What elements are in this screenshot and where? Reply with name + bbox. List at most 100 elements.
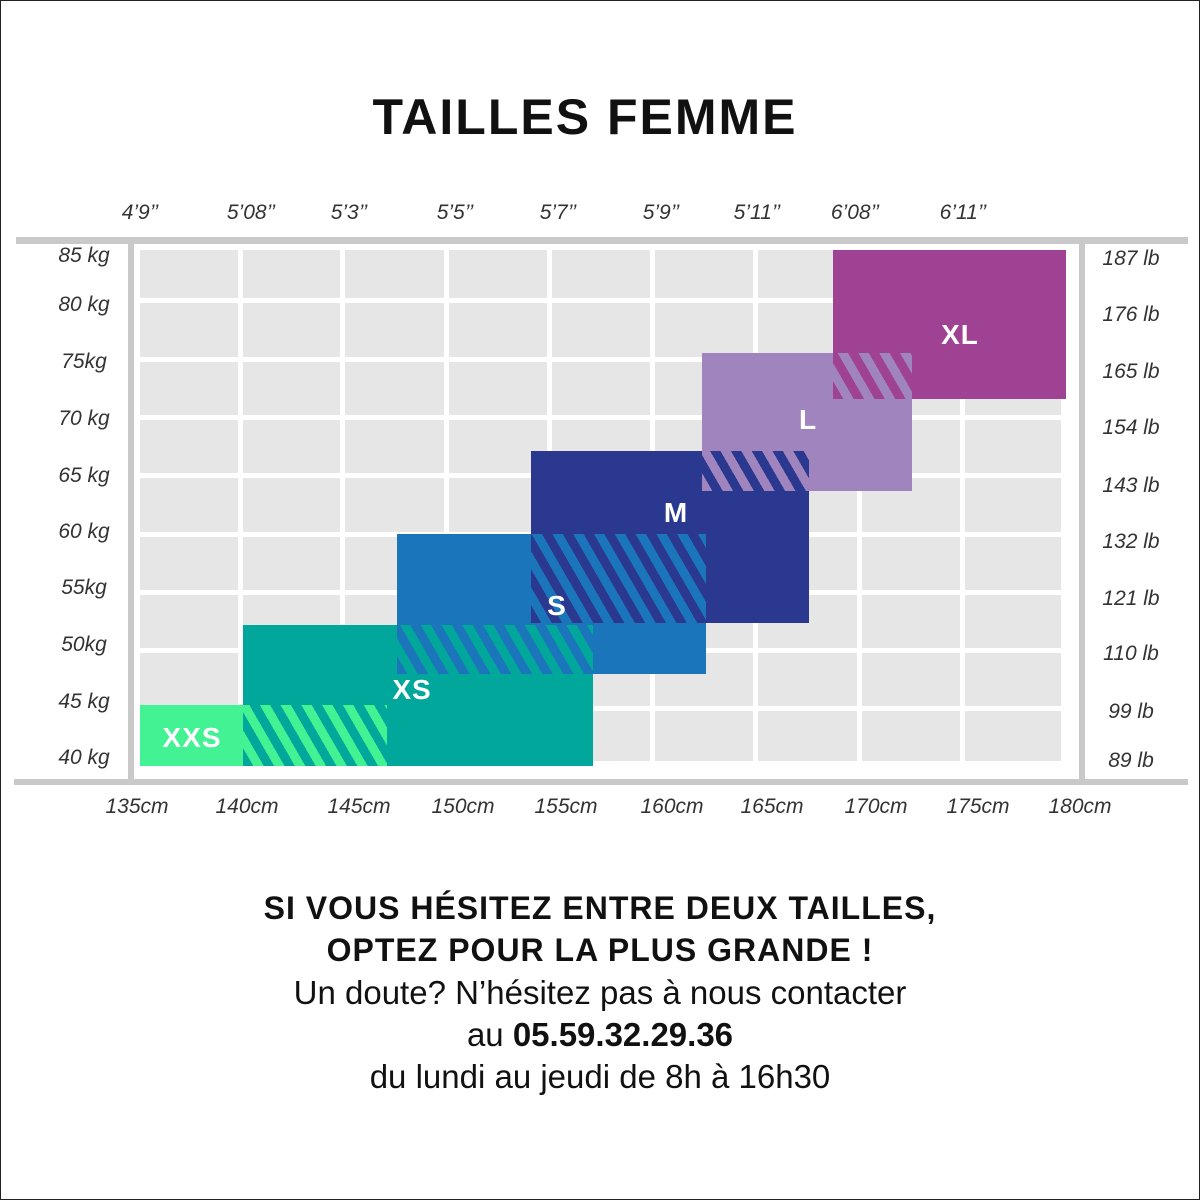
y-tick-right-label: 143 lb <box>1102 474 1160 497</box>
y-tick-right-label: 99 lb <box>1108 700 1154 723</box>
x-tick-top-label: 6’11’’ <box>939 201 987 224</box>
y-tick-left-label: 55kg <box>61 576 107 599</box>
overlap-hatch <box>530 534 706 623</box>
x-tick-bottom-label: 140cm <box>215 795 279 818</box>
y-tick-right-label: 132 lb <box>1102 530 1160 553</box>
grid-cell <box>449 250 547 298</box>
x-tick-bottom-label: 170cm <box>844 795 908 818</box>
y-tick-right-label: 121 lb <box>1102 587 1160 610</box>
y-tick-left-label: 70 kg <box>58 407 110 430</box>
grid-cell <box>243 362 340 415</box>
grid-cell <box>965 537 1061 590</box>
grid-cell <box>345 478 444 532</box>
y-tick-right-label: 176 lb <box>1102 303 1160 326</box>
x-tick-top-label: 5’08’’ <box>226 201 276 224</box>
right-axis-bar <box>1079 244 1085 779</box>
grid-cell <box>140 362 238 415</box>
grid-cell <box>965 653 1061 706</box>
grid-cell <box>965 478 1061 532</box>
grid-cell <box>140 537 238 590</box>
x-tick-bottom-label: 145cm <box>327 795 391 818</box>
left-axis-bar <box>128 244 134 779</box>
grid-cell <box>862 595 960 648</box>
size-label-l: L <box>798 404 818 435</box>
grid-cell <box>345 362 444 415</box>
grid-cell <box>345 250 444 298</box>
grid-cell <box>862 653 960 706</box>
x-tick-top-label: 5’7’’ <box>539 201 577 224</box>
y-tick-left-label: 85 kg <box>58 244 110 267</box>
grid-cell <box>140 653 238 706</box>
top-axis-bar <box>16 237 1188 244</box>
grid-cell <box>655 303 753 357</box>
y-tick-left-label: 65 kg <box>58 464 110 487</box>
x-tick-bottom-label: 175cm <box>946 795 1010 818</box>
size-label-s: S <box>547 590 567 621</box>
grid-cell <box>449 478 547 532</box>
x-tick-top-label: 5’9’’ <box>642 201 680 224</box>
overlap-hatch <box>701 450 809 491</box>
x-tick-bottom-label: 180cm <box>1048 795 1112 818</box>
grid-cell <box>140 595 238 648</box>
phone-prefix: au <box>466 1016 513 1053</box>
y-tick-left-label: 50kg <box>61 633 107 656</box>
size-label-xs: XS <box>392 674 432 705</box>
x-tick-bottom-label: 150cm <box>431 795 495 818</box>
footer-phone-line: au 05.59.32.29.36 <box>0 1016 1200 1054</box>
y-tick-left-label: 60 kg <box>58 520 110 543</box>
size-label-xl: XL <box>941 319 979 350</box>
grid-cell <box>449 362 547 415</box>
grid-cell <box>243 250 340 298</box>
x-tick-bottom-label: 165cm <box>740 795 804 818</box>
grid-cell <box>243 537 340 590</box>
grid-cell <box>243 303 340 357</box>
grid-cell <box>449 303 547 357</box>
overlap-hatch <box>397 624 593 675</box>
x-tick-top-label: 4’9’’ <box>121 201 159 224</box>
grid-cell <box>862 711 960 761</box>
size-label-xxs: XXS <box>162 722 222 753</box>
y-tick-left-label: 40 kg <box>58 746 110 769</box>
grid-cell <box>449 420 547 473</box>
phone-number[interactable]: 05.59.32.29.36 <box>512 1016 734 1053</box>
grid-cell <box>758 653 857 706</box>
y-tick-right-label: 110 lb <box>1103 642 1159 665</box>
y-tick-right-label: 89 lb <box>1108 749 1154 772</box>
y-tick-left-label: 80 kg <box>58 293 110 316</box>
grid-cell <box>965 420 1061 473</box>
size-box-xxs <box>140 705 243 766</box>
grid-cell <box>140 250 238 298</box>
y-tick-left-label: 75kg <box>61 350 107 373</box>
x-tick-bottom-label: 135cm <box>105 795 169 818</box>
size-label-m: M <box>663 497 689 528</box>
grid-cell <box>345 420 444 473</box>
grid-cell <box>552 250 650 298</box>
grid-cell <box>140 303 238 357</box>
grid-cell <box>243 420 340 473</box>
y-tick-left-label: 45 kg <box>58 690 110 713</box>
y-tick-right-label: 165 lb <box>1102 360 1160 383</box>
y-tick-right-label: 187 lb <box>1102 247 1160 270</box>
grid-cell <box>758 711 857 761</box>
grid-cell <box>552 303 650 357</box>
chart-title: TAILLES FEMME <box>372 89 798 145</box>
grid-cell <box>140 478 238 532</box>
footer-advice-line2: OPTEZ POUR LA PLUS GRANDE ! <box>326 932 874 968</box>
grid-cell <box>345 303 444 357</box>
y-tick-right-label: 154 lb <box>1102 416 1160 439</box>
grid-cell <box>243 478 340 532</box>
footer-advice-line1: SI VOUS HÉSITEZ ENTRE DEUX TAILLES, <box>263 890 937 926</box>
x-tick-top-label: 6’08’’ <box>830 201 880 224</box>
x-tick-bottom-label: 160cm <box>640 795 704 818</box>
x-tick-bottom-label: 155cm <box>534 795 598 818</box>
grid-cell <box>862 537 960 590</box>
x-tick-top-label: 5’11’’ <box>733 201 781 224</box>
x-tick-top-label: 5’3’’ <box>330 201 368 224</box>
footer-hours-line: du lundi au jeudi de 8h à 16h30 <box>369 1058 831 1095</box>
grid-cell <box>965 711 1061 761</box>
grid-cell <box>655 711 753 761</box>
overlap-hatch <box>242 705 387 766</box>
footer-contact-line: Un doute? N’hésitez pas à nous contacter <box>293 974 907 1011</box>
grid-cell <box>965 595 1061 648</box>
bottom-axis-bar <box>14 779 1188 785</box>
